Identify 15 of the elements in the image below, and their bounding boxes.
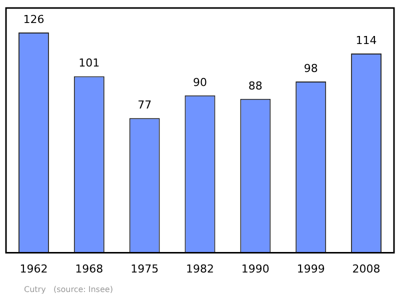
- data-label: 98: [304, 62, 318, 75]
- data-label: 90: [193, 76, 207, 89]
- data-label: 114: [356, 34, 377, 47]
- x-tick-label: 1962: [20, 262, 48, 276]
- text: Cutry (source: Insee): [24, 285, 113, 294]
- data-label: 101: [78, 56, 100, 70]
- data-label: 88: [248, 79, 262, 92]
- x-tick-label: 1999: [296, 262, 325, 276]
- x-tick-label: 2008: [352, 262, 380, 276]
- x-tick-label: 1982: [186, 262, 214, 276]
- data-label: 126: [23, 12, 44, 26]
- x-tick-label: 1975: [130, 262, 159, 276]
- x-tick-label: 1968: [75, 262, 104, 276]
- x-tick-label: 1990: [241, 262, 270, 276]
- data-label: 77: [138, 98, 152, 112]
